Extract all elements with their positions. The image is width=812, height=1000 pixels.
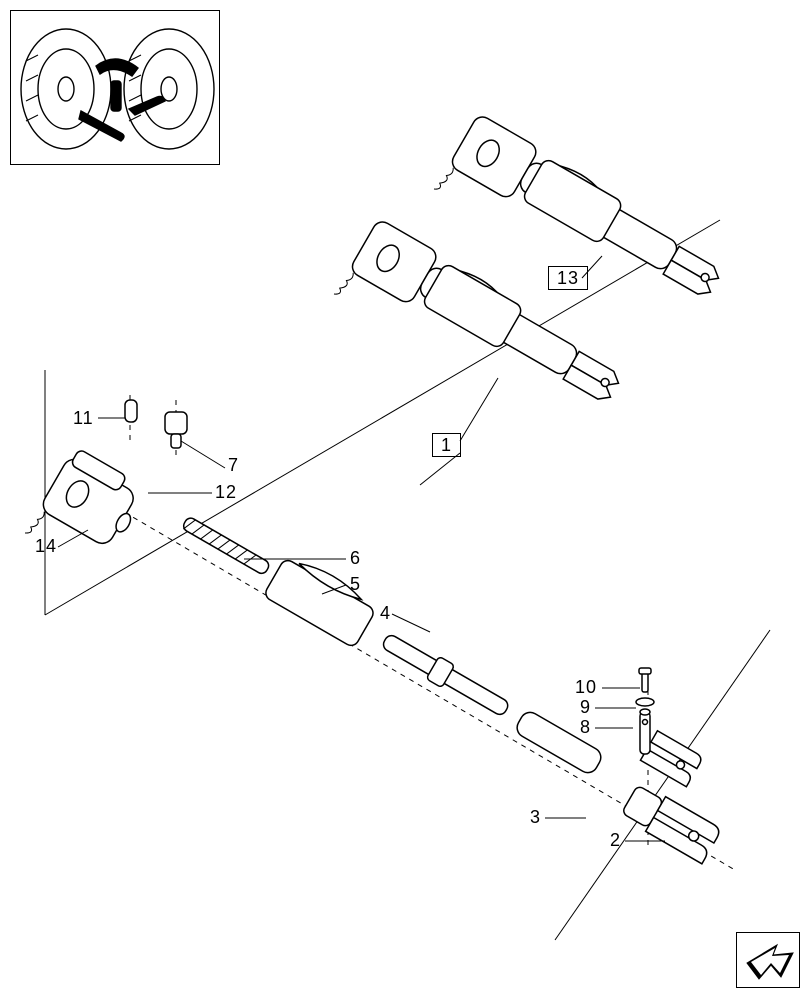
part-4-rod [379,629,513,722]
reference-thumbnail [10,10,220,165]
part-11-pin [125,400,137,422]
nav-next-button[interactable] [736,932,800,988]
part-2-fork [611,731,748,864]
callout-2: 2 [610,830,621,851]
callout-13: 13 [548,266,588,290]
part-6-rod [182,516,271,576]
callout-1: 1 [432,433,461,457]
tractor-hitch-icon [11,11,221,166]
callout-7: 7 [228,455,239,476]
callout-8: 8 [580,717,591,738]
diagram-canvas: 11 7 12 14 6 5 4 10 9 8 3 2 1 13 [0,0,812,1000]
callout-3: 3 [530,807,541,828]
callout-14: 14 [35,536,57,557]
cursor-arrow-icon [737,933,801,989]
part-5-sleeve [263,551,380,649]
callout-12: 12 [215,482,237,503]
callout-10: 10 [575,677,597,698]
callout-9: 9 [580,697,591,718]
callout-5: 5 [350,574,361,595]
assembly-1 [334,218,630,440]
callout-6: 6 [350,548,361,569]
callout-4: 4 [380,603,391,624]
callout-11: 11 [73,408,94,429]
